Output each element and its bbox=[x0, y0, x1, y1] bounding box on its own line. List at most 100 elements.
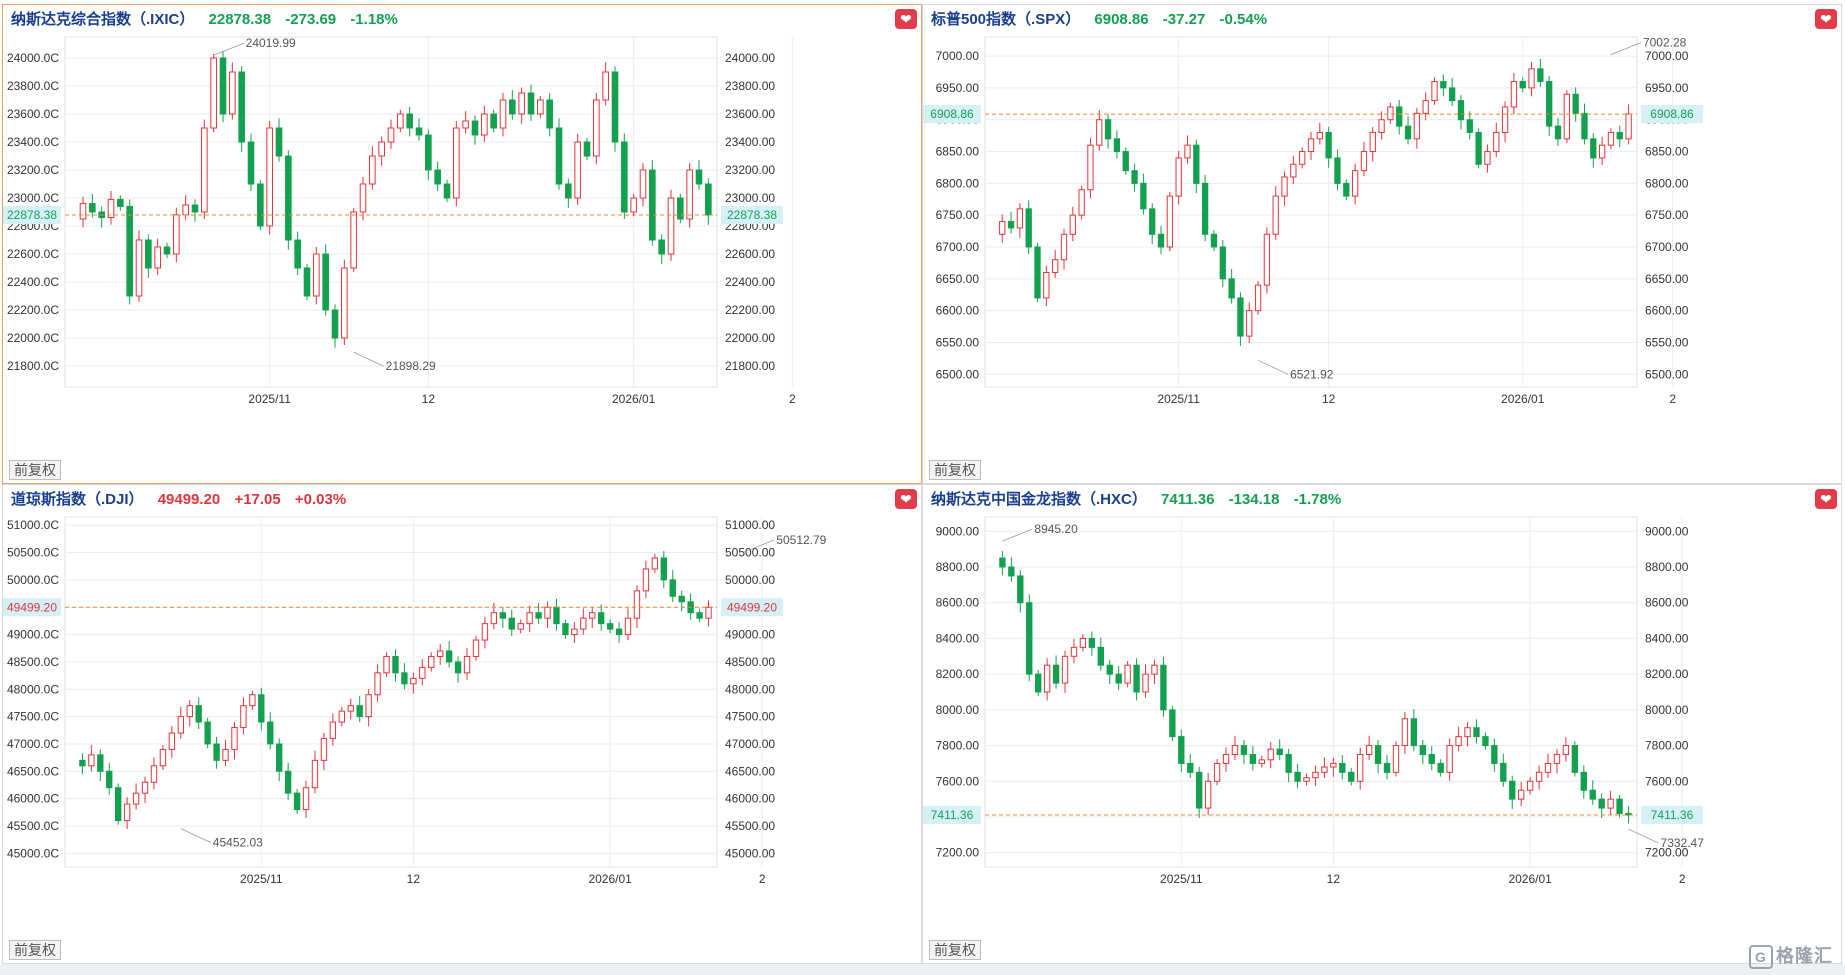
candle-down bbox=[1500, 762, 1507, 782]
candle-down bbox=[508, 617, 515, 630]
heart-icon[interactable]: ❤ bbox=[895, 9, 917, 29]
candle-up bbox=[1563, 93, 1570, 140]
index-price: 7411.36 bbox=[1161, 491, 1215, 508]
x-tick-label: 2025/11 bbox=[1160, 872, 1203, 886]
candle-down bbox=[1616, 131, 1623, 140]
candlestick-chart[interactable]: 6500.00 6500.00 6550.00 6550.00 6600.00 6600.… bbox=[923, 5, 1841, 483]
candle-up bbox=[1392, 745, 1400, 773]
annotation-leader bbox=[180, 828, 211, 843]
index-name[interactable]: 纳斯达克综合指数（.IXIC） bbox=[11, 11, 195, 28]
candle-down bbox=[401, 672, 408, 685]
candle-down bbox=[445, 650, 453, 663]
candle-down bbox=[1404, 125, 1412, 140]
panel-hxc[interactable]: 纳斯达克中国金龙指数（.HXC） 7411.36 -134.18 -1.78% … bbox=[922, 484, 1842, 964]
candle-down bbox=[1334, 157, 1341, 184]
candle-up bbox=[642, 568, 650, 592]
index-name[interactable]: 标普500指数（.SPX） bbox=[931, 11, 1081, 28]
candle-down bbox=[1097, 646, 1104, 666]
candle-down bbox=[322, 253, 329, 311]
adjust-mode-button[interactable]: 前复权 bbox=[929, 940, 981, 960]
candle-down bbox=[238, 71, 245, 143]
candle-down bbox=[1466, 119, 1473, 133]
candle-down bbox=[97, 754, 104, 772]
adjust-mode-button[interactable]: 前复权 bbox=[9, 460, 61, 480]
candle-up bbox=[999, 221, 1006, 235]
y-tick-label-left: 6850.00 bbox=[936, 145, 980, 159]
heart-icon[interactable]: ❤ bbox=[1815, 9, 1837, 29]
y-tick-label-right: 47500.00 bbox=[725, 710, 775, 724]
candle-down bbox=[115, 787, 122, 822]
candle-down bbox=[1383, 762, 1391, 773]
candle-up bbox=[1598, 144, 1606, 159]
candle-up bbox=[159, 748, 167, 767]
x-tick-label: 12 bbox=[1327, 872, 1341, 886]
heart-icon[interactable]: ❤ bbox=[895, 489, 917, 509]
extreme-annotation: 8945.20 bbox=[1034, 522, 1078, 536]
candle-down bbox=[1343, 182, 1350, 197]
index-change: -134.18 bbox=[1228, 491, 1280, 508]
candle-up bbox=[1369, 131, 1376, 153]
candle-down bbox=[1581, 112, 1588, 140]
footer-bar bbox=[0, 964, 1845, 975]
candle-down bbox=[163, 246, 171, 255]
candle-up bbox=[1528, 68, 1535, 89]
y-tick-label-right: 8600.00 bbox=[1645, 596, 1689, 610]
index-price: 22878.38 bbox=[208, 11, 272, 28]
extreme-annotation: 24019.99 bbox=[246, 36, 296, 50]
candle-up bbox=[1607, 131, 1615, 146]
y-tick-label-left: 8800.00 bbox=[936, 560, 980, 574]
candle-up bbox=[1455, 736, 1462, 747]
candle-down bbox=[1008, 566, 1015, 577]
candle-up bbox=[419, 666, 426, 679]
candle-down bbox=[658, 239, 665, 255]
panel-ixic[interactable]: 纳斯达克综合指数（.IXIC） 22878.38 -273.69 -1.18% … bbox=[2, 4, 922, 484]
y-tick-label-left: 7600.00 bbox=[936, 774, 980, 788]
candle-down bbox=[1131, 170, 1138, 184]
candle-up bbox=[173, 214, 180, 255]
panel-spx[interactable]: 标普500指数（.SPX） 6908.86 -37.27 -0.54% ❤ 65… bbox=[922, 4, 1842, 484]
heart-icon[interactable]: ❤ bbox=[1815, 489, 1837, 509]
candle-down bbox=[293, 792, 301, 811]
candle-up bbox=[186, 705, 193, 718]
candle-up bbox=[1079, 637, 1087, 648]
y-tick-label-right: 6750.00 bbox=[1645, 208, 1689, 222]
candle-up bbox=[329, 721, 337, 739]
candlestick-chart[interactable]: 7200.007200.007400.007400.007600.007600.… bbox=[923, 485, 1841, 963]
candle-down bbox=[294, 239, 301, 269]
y-tick-label-left: 23200.0C bbox=[7, 163, 59, 177]
candle-down bbox=[1473, 727, 1480, 738]
candle-up bbox=[266, 127, 273, 227]
y-tick-label-left: 49000.0C bbox=[7, 628, 59, 642]
extreme-annotation: 7002.28 bbox=[1643, 36, 1687, 50]
annotation-leader bbox=[1628, 828, 1659, 844]
annotation-leader bbox=[744, 539, 775, 553]
panel-dji[interactable]: 道琼斯指数（.DJI） 49499.20 +17.05 +0.03% ❤ 450… bbox=[2, 484, 922, 964]
candle-down bbox=[677, 197, 684, 220]
candle-up bbox=[210, 57, 217, 129]
candle-down bbox=[434, 169, 441, 185]
y-tick-label-left: 8200.00 bbox=[936, 667, 980, 681]
y-tick-label-right: 46500.00 bbox=[725, 764, 775, 778]
brand-text: 格隆汇 bbox=[1776, 946, 1833, 966]
last-price-tag-left bbox=[923, 805, 981, 824]
candle-down bbox=[1157, 233, 1165, 248]
candle-up bbox=[1526, 780, 1534, 791]
last-price-tag-right bbox=[1641, 805, 1703, 824]
candle-up bbox=[1213, 762, 1221, 782]
candlestick-chart[interactable]: 21800.0C 21800.00 22000.0C 22000.00 22200.0C… bbox=[3, 5, 921, 483]
candle-down bbox=[1410, 718, 1418, 747]
x-tick-label: 2 bbox=[789, 392, 796, 406]
index-name[interactable]: 道琼斯指数（.DJI） bbox=[11, 491, 144, 508]
candlestick-chart[interactable]: 45000.0C 45000.00 45500.0C 45500.00 46000.0C… bbox=[3, 485, 921, 963]
y-tick-label-right: 8000.00 bbox=[1645, 703, 1689, 717]
index-price: 6908.86 bbox=[1094, 11, 1149, 28]
candle-up bbox=[1360, 151, 1368, 172]
index-change-percent: +0.03% bbox=[294, 491, 347, 508]
index-name[interactable]: 纳斯达克中国金龙指数（.HXC） bbox=[931, 491, 1147, 508]
adjust-mode-button[interactable]: 前复权 bbox=[9, 940, 61, 960]
y-tick-label-left: 22000.0C bbox=[7, 331, 59, 345]
adjust-mode-button[interactable]: 前复权 bbox=[929, 460, 981, 480]
candle-up bbox=[481, 623, 489, 641]
candle-up bbox=[537, 99, 544, 115]
candle-up bbox=[1184, 144, 1191, 159]
